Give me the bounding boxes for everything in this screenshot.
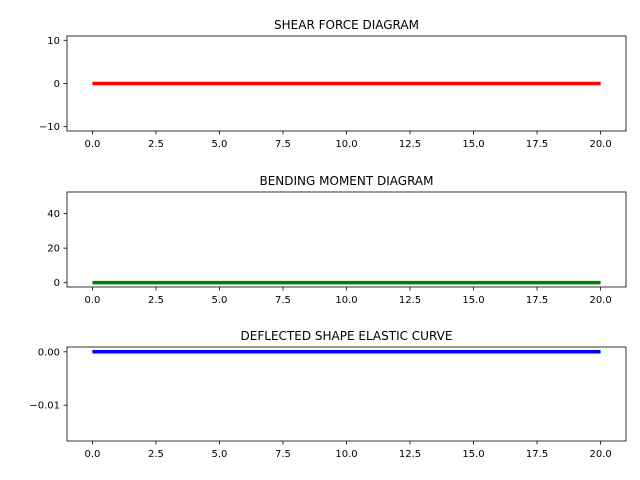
y-tick-label: 0 — [54, 79, 60, 90]
x-tick-label: 20.0 — [589, 139, 611, 150]
x-tick-label: 7.5 — [275, 449, 291, 460]
x-tick-label: 7.5 — [275, 139, 291, 150]
axes-frame — [66, 191, 627, 288]
x-tick-label: 2.5 — [148, 449, 164, 460]
x-tick-label: 17.5 — [526, 295, 548, 306]
x-tick-label: 5.0 — [212, 139, 228, 150]
axes-frame — [66, 346, 627, 442]
chart-title: DEFLECTED SHAPE ELASTIC CURVE — [241, 329, 453, 343]
x-tick-label: 20.0 — [589, 295, 611, 306]
chart-panel-2: BENDING MOMENT DIAGRAM 0.0 2.5 5.0 7.5 10.0 12… — [47, 174, 627, 306]
x-tick-label: 15.0 — [462, 139, 484, 150]
x-tick-label: 20.0 — [589, 449, 611, 460]
x-tick-label: 17.5 — [526, 139, 548, 150]
y-tick-label: 0 — [54, 278, 60, 289]
x-tick-label: 15.0 — [462, 295, 484, 306]
x-tick-label: 10.0 — [335, 139, 357, 150]
chart-panel-3: DEFLECTED SHAPE ELASTIC CURVE 0.0 2.5 5.0 7.… — [29, 329, 627, 460]
x-tick-label: 7.5 — [275, 295, 291, 306]
x-tick-label: 10.0 — [335, 449, 357, 460]
y-tick-label: −10 — [39, 122, 60, 133]
y-tick-label: 0.00 — [38, 347, 60, 358]
x-tick-label: 0.0 — [84, 295, 100, 306]
x-tick-label: 12.5 — [399, 295, 421, 306]
x-tick-label: 12.5 — [399, 139, 421, 150]
y-tick-label: −0.01 — [29, 401, 60, 412]
x-tick-label: 10.0 — [335, 295, 357, 306]
x-tick-label: 5.0 — [212, 295, 228, 306]
chart-title: BENDING MOMENT DIAGRAM — [259, 174, 433, 188]
y-tick-label: 40 — [47, 209, 60, 220]
x-tick-label: 12.5 — [399, 449, 421, 460]
y-tick-label: 10 — [47, 36, 60, 47]
y-tick-label: 20 — [47, 244, 60, 255]
x-tick-label: 0.0 — [84, 139, 100, 150]
chart-title: SHEAR FORCE DIAGRAM — [274, 18, 419, 32]
x-tick-label: 0.0 — [84, 449, 100, 460]
x-tick-label: 2.5 — [148, 295, 164, 306]
x-tick-label: 15.0 — [462, 449, 484, 460]
x-tick-label: 17.5 — [526, 449, 548, 460]
chart-panel-1: SHEAR FORCE DIAGRAM 0.0 2.5 5.0 7.5 10.0 12.5 1… — [39, 18, 627, 150]
x-tick-label: 2.5 — [148, 139, 164, 150]
x-tick-label: 5.0 — [212, 449, 228, 460]
